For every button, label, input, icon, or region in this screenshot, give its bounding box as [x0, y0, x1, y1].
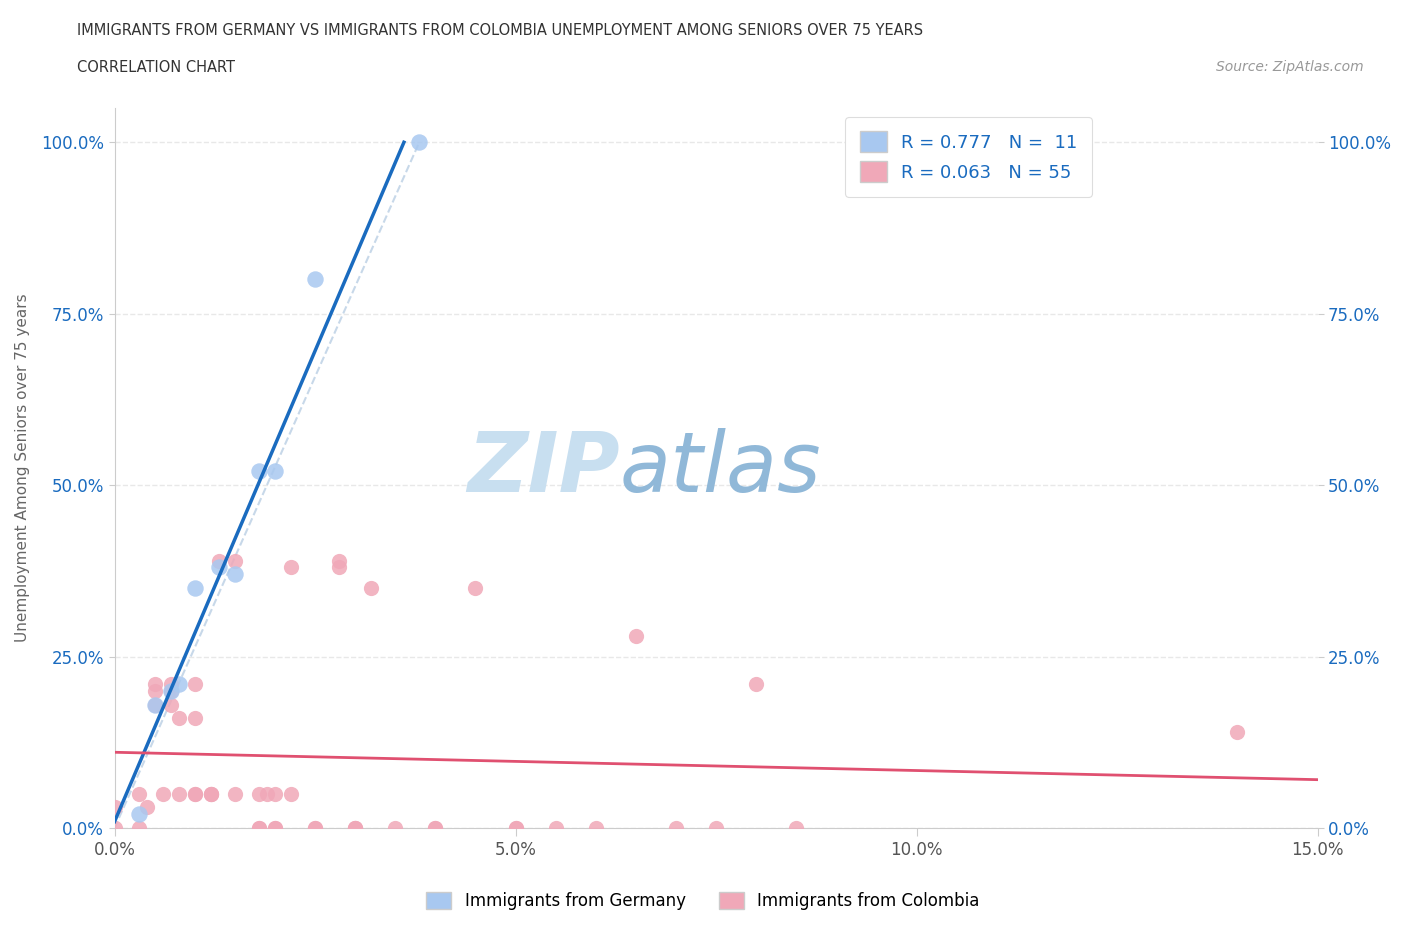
- Point: [224, 567, 246, 582]
- Text: ZIP: ZIP: [467, 428, 620, 509]
- Legend: R = 0.777   N =  11, R = 0.063   N = 55: R = 0.777 N = 11, R = 0.063 N = 55: [845, 117, 1092, 196]
- Point: [624, 629, 647, 644]
- Point: [704, 820, 727, 835]
- Point: [304, 820, 326, 835]
- Point: [143, 698, 166, 712]
- Point: [247, 464, 270, 479]
- Point: [745, 676, 768, 691]
- Point: [384, 820, 406, 835]
- Text: atlas: atlas: [620, 428, 821, 509]
- Text: IMMIGRANTS FROM GERMANY VS IMMIGRANTS FROM COLOMBIA UNEMPLOYMENT AMONG SENIORS O: IMMIGRANTS FROM GERMANY VS IMMIGRANTS FR…: [77, 23, 924, 38]
- Point: [304, 272, 326, 286]
- Point: [328, 560, 350, 575]
- Point: [159, 676, 181, 691]
- Point: [128, 786, 150, 801]
- Point: [200, 786, 222, 801]
- Text: Source: ZipAtlas.com: Source: ZipAtlas.com: [1216, 60, 1364, 74]
- Point: [167, 786, 190, 801]
- Point: [103, 820, 125, 835]
- Point: [665, 820, 688, 835]
- Point: [344, 820, 367, 835]
- Point: [167, 711, 190, 725]
- Point: [159, 684, 181, 698]
- Legend: Immigrants from Germany, Immigrants from Colombia: Immigrants from Germany, Immigrants from…: [419, 885, 987, 917]
- Point: [143, 684, 166, 698]
- Point: [103, 800, 125, 815]
- Point: [264, 464, 287, 479]
- Point: [264, 820, 287, 835]
- Point: [208, 560, 231, 575]
- Point: [264, 820, 287, 835]
- Point: [280, 786, 302, 801]
- Point: [544, 820, 567, 835]
- Point: [184, 676, 207, 691]
- Point: [167, 676, 190, 691]
- Point: [408, 135, 430, 150]
- Point: [247, 786, 270, 801]
- Point: [464, 580, 486, 595]
- Point: [425, 820, 447, 835]
- Point: [184, 711, 207, 725]
- Y-axis label: Unemployment Among Seniors over 75 years: Unemployment Among Seniors over 75 years: [15, 294, 30, 643]
- Point: [247, 820, 270, 835]
- Point: [143, 698, 166, 712]
- Point: [184, 580, 207, 595]
- Point: [585, 820, 607, 835]
- Point: [184, 786, 207, 801]
- Point: [224, 553, 246, 568]
- Point: [264, 786, 287, 801]
- Point: [505, 820, 527, 835]
- Point: [360, 580, 382, 595]
- Point: [128, 820, 150, 835]
- Point: [128, 807, 150, 822]
- Point: [200, 786, 222, 801]
- Point: [256, 786, 278, 801]
- Point: [159, 698, 181, 712]
- Point: [224, 786, 246, 801]
- Point: [184, 786, 207, 801]
- Point: [159, 684, 181, 698]
- Point: [1226, 724, 1249, 739]
- Point: [152, 786, 174, 801]
- Point: [135, 800, 157, 815]
- Point: [344, 820, 367, 835]
- Point: [208, 553, 231, 568]
- Text: CORRELATION CHART: CORRELATION CHART: [77, 60, 235, 75]
- Point: [328, 553, 350, 568]
- Point: [505, 820, 527, 835]
- Point: [280, 560, 302, 575]
- Point: [304, 820, 326, 835]
- Point: [785, 820, 807, 835]
- Point: [425, 820, 447, 835]
- Point: [143, 676, 166, 691]
- Point: [344, 820, 367, 835]
- Point: [200, 786, 222, 801]
- Point: [247, 820, 270, 835]
